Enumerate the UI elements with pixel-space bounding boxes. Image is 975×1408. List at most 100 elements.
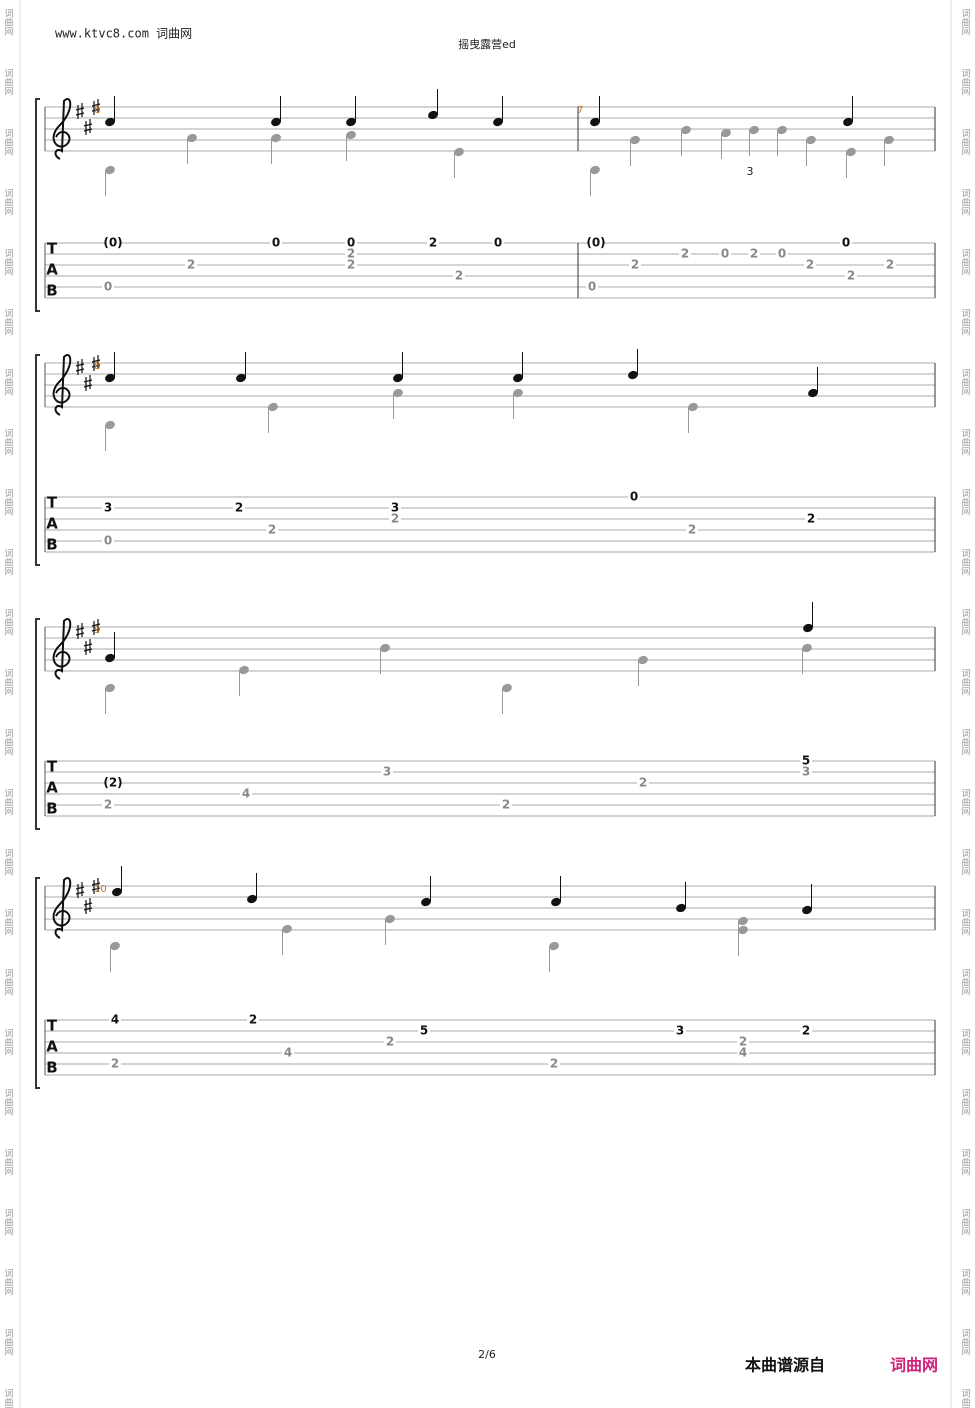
tab-number-bg [679, 248, 691, 260]
tab-number-bg [500, 799, 512, 811]
note-head [846, 147, 856, 157]
tab-label: B [46, 536, 57, 554]
tab-number-bg [453, 270, 465, 282]
tab-number-bg [282, 1047, 294, 1059]
song-title: 摇曳露营ed [458, 37, 516, 51]
watermark: 词曲网 [3, 128, 14, 156]
note-head [236, 373, 246, 383]
tab-label: B [46, 282, 57, 300]
note-head [110, 941, 120, 951]
tab-number: 3 [802, 765, 810, 779]
tab-number: 2 [347, 247, 355, 261]
watermark: 词曲网 [3, 968, 14, 996]
watermark: 词曲网 [960, 728, 971, 756]
tab-number: 0 [104, 534, 112, 548]
note-head [421, 897, 431, 907]
tab-number: 4 [242, 787, 250, 801]
tab-number-bg [845, 270, 857, 282]
tab-number: 4 [111, 1013, 119, 1027]
tab-number: 2 [802, 1024, 810, 1038]
note-head [393, 373, 403, 383]
tab-number-bg [840, 237, 852, 249]
note-head [590, 165, 600, 175]
note-head [630, 135, 640, 145]
note-head [803, 623, 813, 633]
note-head [268, 402, 278, 412]
watermark: 词曲网 [3, 1088, 14, 1116]
tab-number-bg [492, 237, 504, 249]
note-head [676, 903, 686, 913]
note-head [884, 135, 894, 145]
watermark: 词曲网 [960, 188, 971, 216]
note-head [738, 916, 748, 926]
tab-number: 3 [676, 1024, 684, 1038]
measure-number: 6 [94, 105, 100, 116]
watermark: 词曲网 [960, 788, 971, 816]
tab-number-bg [884, 259, 896, 271]
watermark: 词曲网 [960, 1388, 971, 1408]
tab-number-bg [109, 1058, 121, 1070]
watermark: 词曲网 [3, 548, 14, 576]
watermark: 词曲网 [3, 188, 14, 216]
watermark: 词曲网 [960, 68, 971, 96]
sharp [83, 898, 93, 914]
tab-number-bg [270, 237, 282, 249]
note-head [346, 130, 356, 140]
measure-number: 10 [94, 884, 107, 895]
watermark: 词曲网 [960, 128, 971, 156]
sharp [75, 359, 85, 375]
tab-number: 4 [739, 1046, 747, 1060]
tab-number-bg [389, 502, 401, 514]
sharp [83, 639, 93, 655]
note-head [346, 117, 356, 127]
sharp [91, 619, 101, 635]
tab-number: 5 [802, 754, 810, 768]
sharp [91, 99, 101, 115]
note-head [271, 117, 281, 127]
watermark: 词曲网 [960, 968, 971, 996]
watermark: 词曲网 [3, 1268, 14, 1296]
note-head [187, 133, 197, 143]
tab-number: 3 [383, 765, 391, 779]
note-head [806, 135, 816, 145]
tab-label: T [47, 1017, 58, 1035]
tab-number: 2 [391, 512, 399, 526]
note-head [380, 643, 390, 653]
tab-number: 0 [630, 490, 638, 504]
note-head [513, 373, 523, 383]
watermark: 词曲网 [3, 908, 14, 936]
tab-number-bg [102, 535, 114, 547]
sharp [91, 355, 101, 371]
tab-number-bg [737, 1047, 749, 1059]
tab-number: 2 [639, 776, 647, 790]
note-head [385, 914, 395, 924]
watermark: 词曲网 [3, 68, 14, 96]
tab-number: 2 [429, 236, 437, 250]
system-bracket [35, 877, 40, 1089]
note-head [112, 887, 122, 897]
watermark: 词曲网 [3, 428, 14, 456]
note-head [688, 402, 698, 412]
watermark: 词曲网 [960, 1148, 971, 1176]
tab-number-bg [266, 524, 278, 536]
tab-number: 2 [550, 1057, 558, 1071]
treble-clef [52, 618, 72, 680]
tab-number-bg [800, 755, 812, 767]
page-number: 2/6 [478, 1348, 496, 1361]
watermark: 词曲网 [960, 368, 971, 396]
tab-number: 4 [284, 1046, 292, 1060]
watermark: 词曲网 [960, 1088, 971, 1116]
tab-number: 0 [778, 247, 786, 261]
tab-number: 0 [347, 236, 355, 250]
watermark: 词曲网 [960, 1328, 971, 1356]
watermark: 词曲网 [3, 668, 14, 696]
note-head [271, 133, 281, 143]
note-head [105, 373, 115, 383]
watermark: 词曲网 [3, 368, 14, 396]
watermark: 词曲网 [3, 848, 14, 876]
tab-number-bg [804, 259, 816, 271]
tab-number: 3 [391, 501, 399, 515]
sharp [83, 375, 93, 391]
watermark: 词曲网 [3, 1328, 14, 1356]
